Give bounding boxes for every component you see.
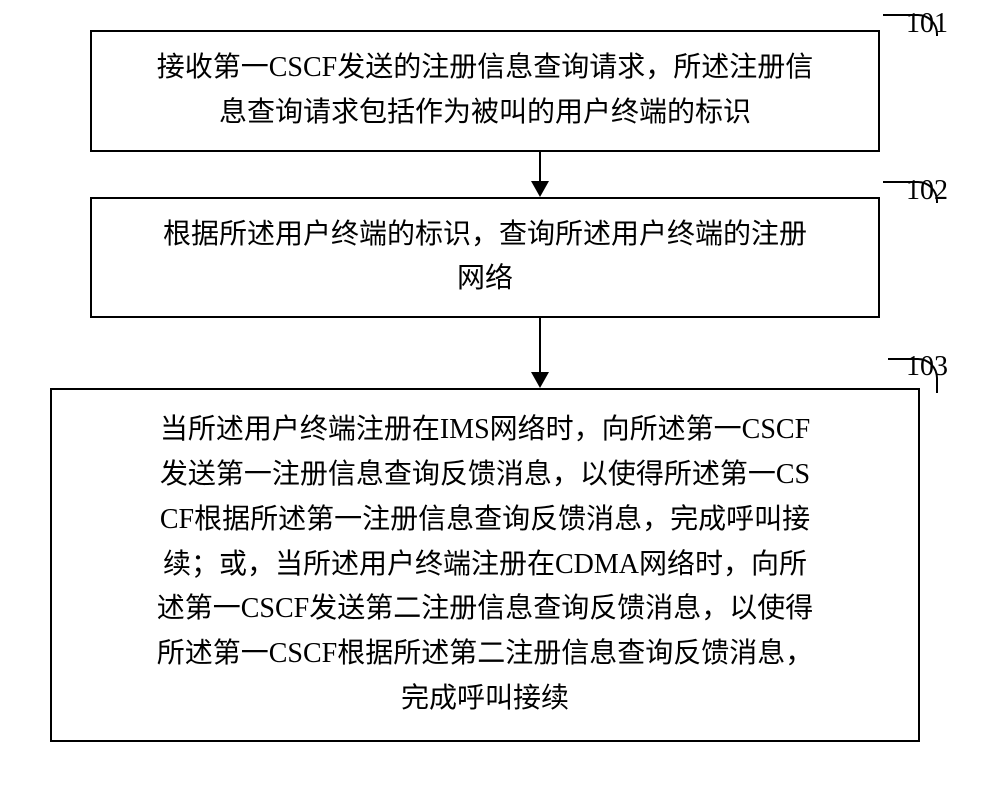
flowchart-arrow-2 bbox=[90, 318, 990, 388]
flowchart-arrow-1 bbox=[90, 152, 990, 197]
text-line: CF根据所述第一注册信息查询反馈消息，完成呼叫接 bbox=[160, 504, 810, 535]
node-text-1: 接收第一CSCF发送的注册信息查询请求，所述注册信 息查询请求包括作为被叫的用户… bbox=[122, 46, 848, 136]
node-text-2: 根据所述用户终端的标识，查询所述用户终端的注册 网络 bbox=[122, 213, 848, 303]
node-label-3: 103 bbox=[906, 345, 948, 390]
text-line: 网络 bbox=[457, 263, 513, 294]
arrow-line bbox=[539, 152, 541, 182]
node-label-1: 101 bbox=[906, 2, 948, 47]
text-line: 所述第一CSCF根据所述第二注册信息查询反馈消息， bbox=[157, 638, 814, 669]
flowchart-node-2: 102 根据所述用户终端的标识，查询所述用户终端的注册 网络 bbox=[90, 197, 880, 319]
text-line: 述第一CSCF发送第二注册信息查询反馈消息，以使得 bbox=[157, 593, 814, 624]
flowchart-container: 101 接收第一CSCF发送的注册信息查询请求，所述注册信 息查询请求包括作为被… bbox=[50, 30, 950, 742]
text-line: 当所述用户终端注册在IMS网络时，向所述第一CSCF bbox=[160, 414, 810, 445]
flowchart-node-3: 103 当所述用户终端注册在IMS网络时，向所述第一CSCF 发送第一注册信息查… bbox=[50, 388, 920, 742]
text-line: 发送第一注册信息查询反馈消息，以使得所述第一CS bbox=[160, 459, 810, 490]
arrow-line bbox=[539, 318, 541, 373]
arrow-head bbox=[531, 372, 549, 388]
text-line: 完成呼叫接续 bbox=[401, 683, 569, 714]
text-line: 接收第一CSCF发送的注册信息查询请求，所述注册信 bbox=[157, 52, 814, 83]
node-text-3: 当所述用户终端注册在IMS网络时，向所述第一CSCF 发送第一注册信息查询反馈消… bbox=[82, 408, 888, 722]
arrow-head bbox=[531, 181, 549, 197]
text-line: 续；或，当所述用户终端注册在CDMA网络时，向所 bbox=[163, 549, 807, 580]
node-label-2: 102 bbox=[906, 169, 948, 214]
flowchart-node-1: 101 接收第一CSCF发送的注册信息查询请求，所述注册信 息查询请求包括作为被… bbox=[90, 30, 880, 152]
text-line: 息查询请求包括作为被叫的用户终端的标识 bbox=[219, 97, 751, 128]
text-line: 根据所述用户终端的标识，查询所述用户终端的注册 bbox=[163, 219, 807, 250]
